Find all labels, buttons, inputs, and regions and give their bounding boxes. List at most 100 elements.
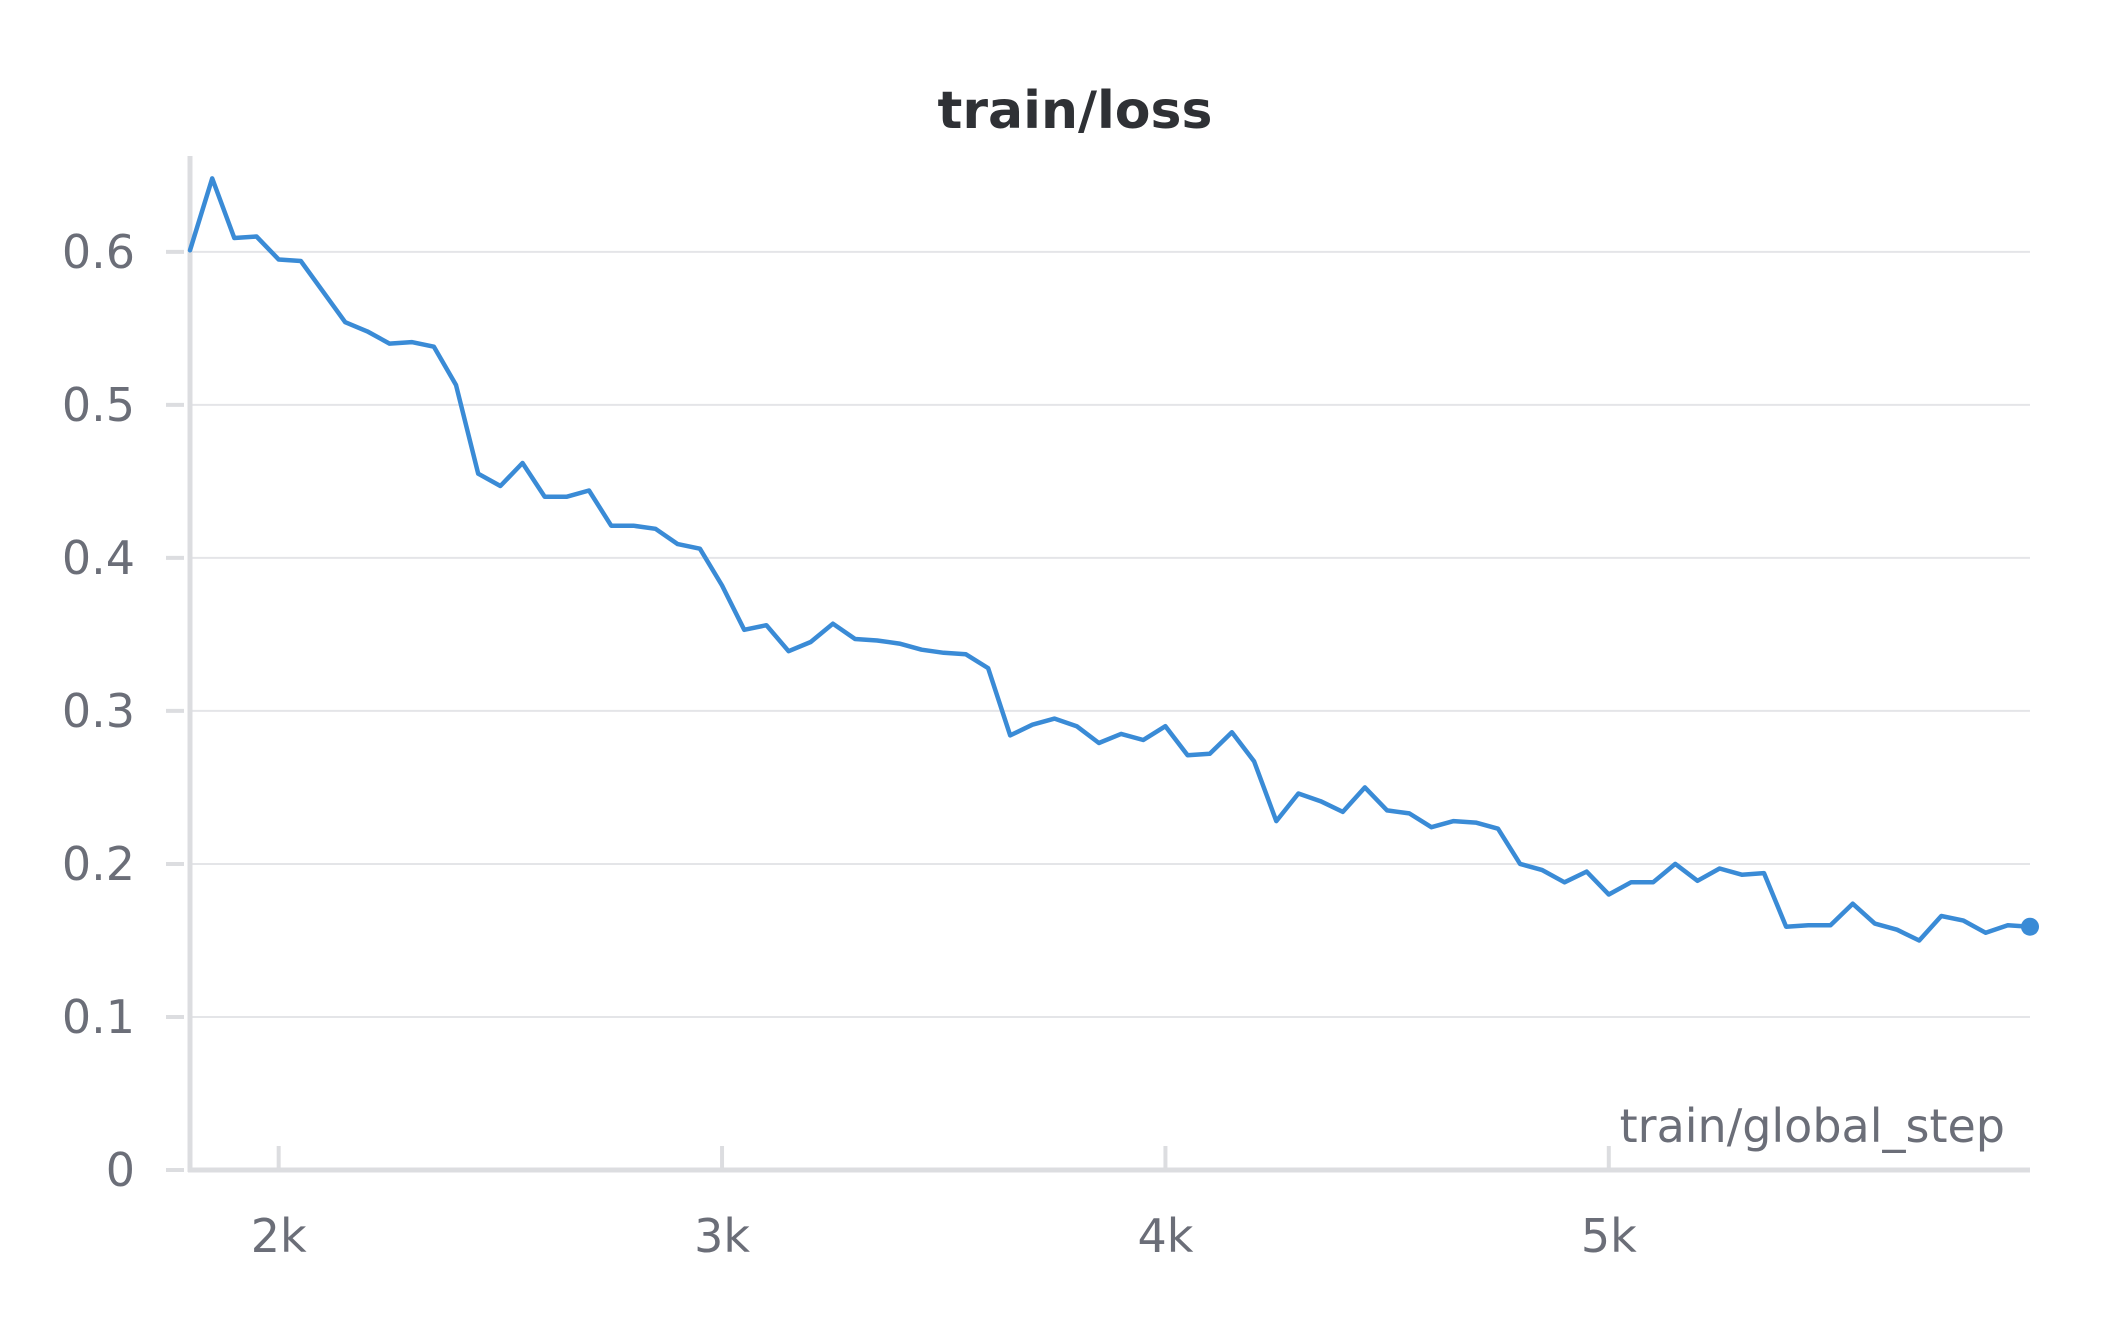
data-point (920, 648, 924, 652)
data-point (432, 345, 436, 349)
data-point (1607, 893, 1611, 897)
loss-series-line (187, 176, 2033, 943)
series-group (187, 176, 2039, 943)
data-point (454, 383, 458, 387)
data-point (654, 527, 658, 531)
data-point (787, 649, 791, 653)
data-point (1984, 931, 1988, 935)
data-point (1806, 923, 1810, 927)
data-point (1939, 914, 1943, 918)
data-point (299, 259, 303, 263)
data-point (210, 176, 214, 180)
data-point (809, 640, 813, 644)
y-tick-label: 0.1 (62, 990, 135, 1044)
data-point (410, 340, 414, 344)
data-point (609, 524, 613, 528)
data-point (343, 320, 347, 324)
data-point (1163, 724, 1167, 728)
data-point (1141, 738, 1145, 742)
data-point (831, 622, 835, 626)
data-point (853, 637, 857, 641)
data-point (764, 623, 768, 627)
x-tick-label: 4k (1137, 1209, 1193, 1263)
data-point (1097, 741, 1101, 745)
x-tick-label: 5k (1581, 1209, 1637, 1263)
data-point (277, 258, 281, 262)
y-tick-label: 0.4 (62, 531, 135, 585)
data-point (1673, 862, 1677, 866)
data-point (1407, 811, 1411, 815)
data-point (897, 642, 901, 646)
data-point (321, 290, 325, 294)
data-point (1895, 928, 1899, 932)
data-point (631, 524, 635, 528)
data-point (1762, 871, 1766, 875)
data-point (476, 472, 480, 476)
axes (187, 156, 2030, 1173)
data-point (1319, 799, 1323, 803)
data-point (1075, 724, 1079, 728)
data-point (942, 651, 946, 655)
data-point (1917, 939, 1921, 943)
x-tick-label: 3k (694, 1209, 750, 1263)
data-point (1784, 925, 1788, 929)
data-point (1962, 919, 1966, 923)
data-point (1385, 808, 1389, 812)
data-point (1341, 810, 1345, 814)
data-point (720, 583, 724, 587)
data-point (1274, 819, 1278, 823)
data-point (521, 461, 525, 465)
y-tick-label: 0.5 (62, 378, 135, 432)
data-point (255, 235, 259, 239)
data-point (388, 342, 392, 346)
x-axis-ticks: 2k 3k 4k 5k (251, 1146, 1637, 1263)
data-point (1452, 819, 1456, 823)
data-point (1208, 752, 1212, 756)
y-tick-label: 0.6 (62, 225, 135, 279)
data-point (1629, 880, 1633, 884)
data-point (587, 489, 591, 493)
data-point (1429, 825, 1433, 829)
data-point (964, 652, 968, 656)
y-axis-ticks: 0 0.1 0.2 0.3 0.4 0.5 0.6 (62, 225, 184, 1197)
data-point (1230, 730, 1234, 734)
data-point (365, 329, 369, 333)
data-point (1518, 862, 1522, 866)
data-point (986, 666, 990, 670)
data-point (1540, 868, 1544, 872)
data-point (232, 236, 236, 240)
data-point (1119, 732, 1123, 736)
data-point (1718, 867, 1722, 871)
data-point (1496, 827, 1500, 831)
data-point (1474, 821, 1478, 825)
data-point (1053, 717, 1057, 721)
data-point (1186, 753, 1190, 757)
x-axis-label: train/global_step (1620, 1099, 2005, 1153)
data-point (1873, 922, 1877, 926)
data-point (1585, 870, 1589, 874)
data-point (742, 628, 746, 632)
data-point (1008, 733, 1012, 737)
data-point (676, 542, 680, 546)
data-point (1252, 759, 1256, 763)
last-data-point (2021, 917, 2039, 936)
grid-lines (190, 250, 2030, 1018)
data-point (188, 248, 192, 252)
data-point (543, 495, 547, 499)
x-tick-label: 2k (251, 1209, 307, 1263)
y-tick-label: 0.3 (62, 684, 135, 738)
data-point (1696, 879, 1700, 883)
data-point (1296, 792, 1300, 796)
data-point (875, 639, 879, 643)
y-tick-label: 0.2 (62, 837, 135, 891)
data-point (498, 484, 502, 488)
chart-title: train/loss (938, 81, 1213, 141)
data-point (2006, 923, 2010, 927)
data-point (565, 495, 569, 499)
data-point (1030, 723, 1034, 727)
data-point (1563, 880, 1567, 884)
data-point (698, 547, 702, 551)
data-point (1740, 873, 1744, 877)
data-point (1829, 923, 1833, 927)
